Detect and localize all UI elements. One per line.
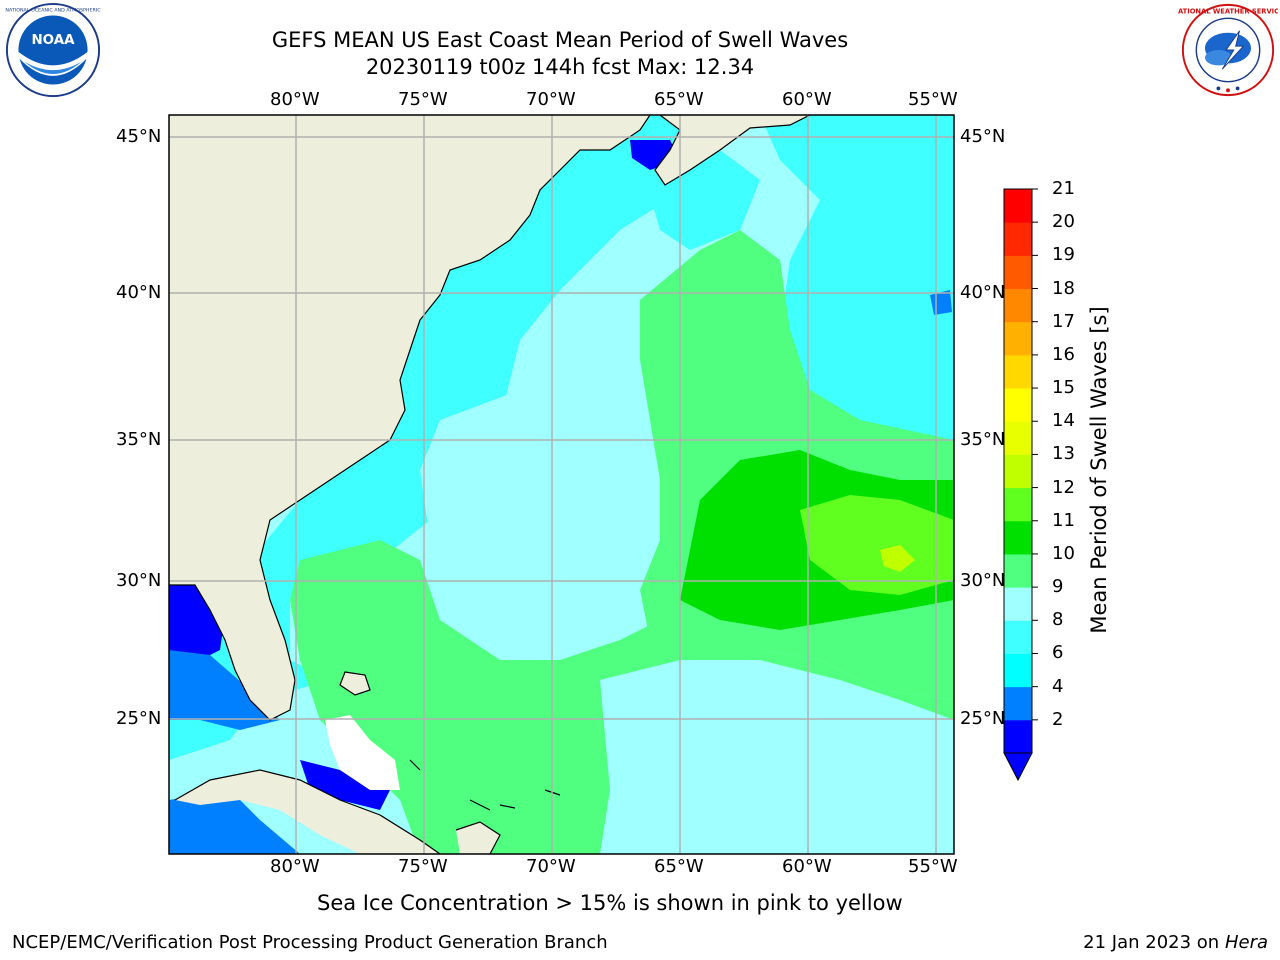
sea-ice-note: Sea Ice Concentration > 15% is shown in … bbox=[317, 891, 903, 915]
colorbar-swatch bbox=[1004, 454, 1032, 489]
lon-tick-top: 65°W bbox=[654, 89, 704, 110]
graticule bbox=[169, 115, 954, 854]
lon-tick-bottom: 80°W bbox=[270, 856, 320, 877]
colorbar-tick-label: 13 bbox=[1052, 443, 1075, 465]
lat-tick-left: 40°N bbox=[116, 282, 162, 303]
lat-tick-left: 25°N bbox=[116, 708, 162, 729]
lon-tick-bottom: 60°W bbox=[782, 856, 832, 877]
lat-tick-left: 45°N bbox=[116, 126, 162, 147]
lon-tick-top: 80°W bbox=[270, 89, 320, 110]
colorbar-swatch bbox=[1004, 388, 1032, 422]
chart-subtitle: 20230119 t00z 144h fcst Max: 12.34 bbox=[365, 55, 755, 79]
noaa-logo: NOAA NATIONAL OCEANIC AND ATMOSPHERIC bbox=[5, 2, 101, 98]
lat-tick-right: 45°N bbox=[960, 126, 1006, 147]
lat-tick-left: 30°N bbox=[116, 570, 162, 591]
lat-tick-right: 40°N bbox=[960, 282, 1006, 303]
colorbar-tick-label: 10 bbox=[1052, 542, 1075, 564]
colorbar-tick-label: 14 bbox=[1052, 410, 1075, 432]
field-2-4-caribbean bbox=[300, 760, 390, 810]
lat-tick-right: 35°N bbox=[960, 429, 1006, 450]
footer-host: Hera bbox=[1224, 932, 1268, 953]
land-cuba bbox=[175, 770, 440, 854]
lon-tick-top: 70°W bbox=[526, 89, 576, 110]
field-8-9-interior bbox=[420, 390, 650, 630]
lon-tick-top: 75°W bbox=[398, 89, 448, 110]
colorbar-swatch bbox=[1004, 587, 1032, 621]
colorbar-swatch bbox=[1004, 321, 1032, 356]
field-12-13-spot bbox=[880, 545, 915, 572]
colorbar-tick-label: 20 bbox=[1052, 211, 1075, 233]
colorbar-swatch bbox=[1004, 553, 1032, 588]
bahamas-bank bbox=[325, 715, 400, 790]
colorbar-swatch bbox=[1004, 653, 1032, 688]
lat-tick-right: 25°N bbox=[960, 708, 1006, 729]
colorbar-tick-label: 6 bbox=[1052, 642, 1064, 664]
colorbar-swatch bbox=[1004, 421, 1032, 455]
colorbar-swatch bbox=[1004, 487, 1032, 522]
noaa-logo-text: NOAA bbox=[31, 33, 75, 48]
colorbar-tick-label: 11 bbox=[1052, 509, 1075, 531]
colorbar-tick-label: 12 bbox=[1052, 476, 1075, 498]
colorbar-swatch bbox=[1004, 222, 1032, 256]
colorbar-swatch bbox=[1004, 686, 1032, 721]
map-field bbox=[169, 115, 954, 854]
land-bahamas bbox=[340, 672, 370, 695]
colorbar-tick-label: 9 bbox=[1052, 576, 1064, 598]
nws-logo-text: NATIONAL WEATHER SERVICE bbox=[1178, 8, 1278, 16]
colorbar-tick-label: 16 bbox=[1052, 343, 1075, 365]
field-4-6-gulf bbox=[169, 650, 280, 730]
land-hispaniola bbox=[456, 822, 500, 854]
colorbar-swatch bbox=[1004, 255, 1032, 290]
field-4-6-caribbean bbox=[169, 790, 300, 854]
colorbar-extend-arrow bbox=[1003, 752, 1033, 782]
colorbar-swatch bbox=[1004, 189, 1032, 223]
colorbar-swatch bbox=[1004, 288, 1032, 323]
colorbar-tick-label: 19 bbox=[1052, 244, 1075, 266]
colorbar-tick-label: 17 bbox=[1052, 310, 1075, 332]
colorbar-swatch bbox=[1004, 354, 1032, 389]
colorbar bbox=[1003, 188, 1038, 782]
colorbar-tick-label: 21 bbox=[1052, 178, 1075, 199]
field-11-12-patch bbox=[800, 495, 954, 595]
land-usa bbox=[169, 115, 650, 720]
colorbar-swatch bbox=[1004, 719, 1032, 754]
svg-text:NATIONAL OCEANIC AND ATMOSPHER: NATIONAL OCEANIC AND ATMOSPHERIC bbox=[5, 8, 101, 14]
field-8-9-south bbox=[600, 660, 954, 854]
footer-date: 21 Jan 2023 on Hera bbox=[1083, 932, 1268, 953]
colorbar-tick-label: 4 bbox=[1052, 675, 1064, 697]
colorbar-swatch bbox=[1004, 520, 1032, 555]
map-frame bbox=[168, 114, 955, 855]
footer-date-text: 21 Jan 2023 on bbox=[1083, 932, 1225, 953]
lat-tick-right: 30°N bbox=[960, 570, 1006, 591]
lon-tick-bottom: 75°W bbox=[398, 856, 448, 877]
lat-tick-left: 35°N bbox=[116, 429, 162, 450]
coastlines bbox=[169, 115, 811, 854]
lon-tick-top: 60°W bbox=[782, 89, 832, 110]
colorbar-tick-label: 18 bbox=[1052, 277, 1075, 299]
lon-tick-top: 55°W bbox=[908, 89, 958, 110]
chart-title: GEFS MEAN US East Coast Mean Period of S… bbox=[271, 28, 849, 52]
lon-tick-bottom: 65°W bbox=[654, 856, 704, 877]
colorbar-frame bbox=[1003, 188, 1033, 754]
colorbar-tick-label: 15 bbox=[1052, 377, 1075, 399]
nws-logo: NATIONAL WEATHER SERVICE bbox=[1178, 3, 1278, 97]
footer-credit: NCEP/EMC/Verification Post Processing Pr… bbox=[12, 932, 608, 953]
colorbar-tick-label: 8 bbox=[1052, 609, 1064, 631]
colorbar-tick-label: 2 bbox=[1052, 708, 1064, 730]
colorbar-label: Mean Period of Swell Waves [s] bbox=[1087, 306, 1111, 634]
colorbar-swatch bbox=[1004, 620, 1032, 654]
lon-tick-bottom: 55°W bbox=[908, 856, 958, 877]
lon-tick-bottom: 70°W bbox=[526, 856, 576, 877]
